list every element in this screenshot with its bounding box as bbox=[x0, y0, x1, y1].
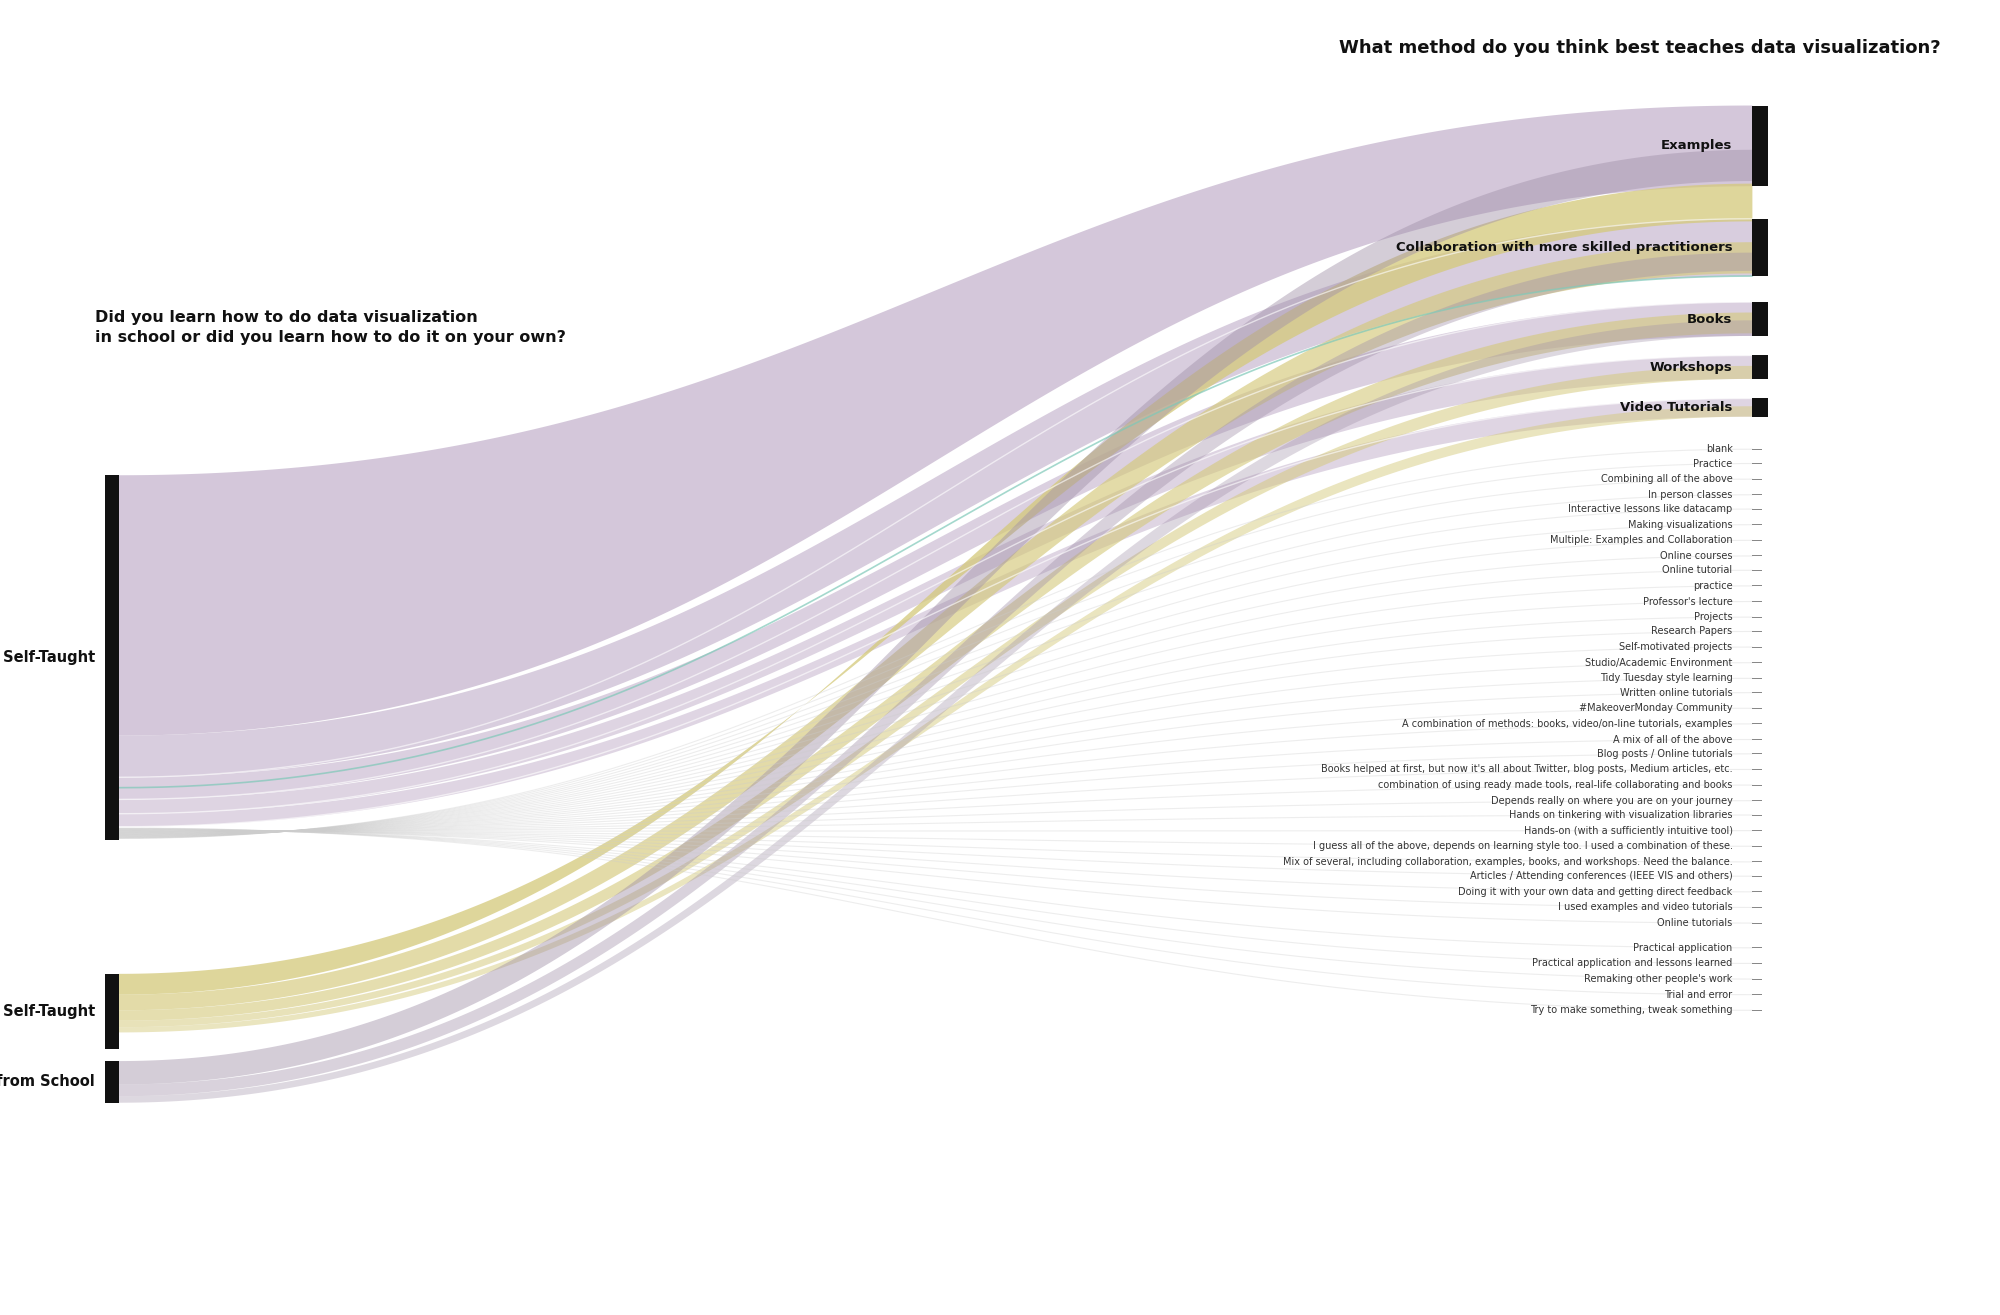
Text: Books helped at first, but now it's all about Twitter, blog posts, Medium articl: Books helped at first, but now it's all … bbox=[1320, 764, 1732, 775]
Text: Online courses: Online courses bbox=[1660, 551, 1732, 562]
Polygon shape bbox=[118, 218, 1752, 777]
Text: blank: blank bbox=[1706, 444, 1732, 454]
Text: Combining all of the above: Combining all of the above bbox=[1600, 475, 1732, 484]
Text: Online tutorials: Online tutorials bbox=[1658, 918, 1732, 928]
Text: Self-motivated projects: Self-motivated projects bbox=[1620, 642, 1732, 652]
Text: Mix of several, including collaboration, examples, books, and workshops. Need th: Mix of several, including collaboration,… bbox=[1282, 857, 1732, 867]
Text: Tidy Tuesday style learning: Tidy Tuesday style learning bbox=[1600, 673, 1732, 684]
Text: Examples: Examples bbox=[1662, 139, 1732, 153]
Bar bbox=[1752, 355, 1768, 379]
Text: Workshops: Workshops bbox=[1650, 360, 1732, 373]
Text: Studio/Academic Environment: Studio/Academic Environment bbox=[1586, 658, 1732, 668]
Text: Did you learn how to do data visualization
in school or did you learn how to do : Did you learn how to do data visualizati… bbox=[96, 310, 566, 345]
Text: Hands-on (with a sufficiently intuitive tool): Hands-on (with a sufficiently intuitive … bbox=[1524, 826, 1732, 835]
Text: Mostly Self-Taught: Mostly Self-Taught bbox=[0, 650, 96, 665]
Text: Projects: Projects bbox=[1694, 613, 1732, 622]
Text: Written online tutorials: Written online tutorials bbox=[1620, 688, 1732, 698]
Text: Multiple: Examples and Collaboration: Multiple: Examples and Collaboration bbox=[1550, 535, 1732, 546]
Text: Practical application: Practical application bbox=[1634, 943, 1732, 953]
Text: Research Papers: Research Papers bbox=[1652, 626, 1732, 636]
Polygon shape bbox=[118, 321, 1752, 1103]
Text: Practical application and lessons learned: Practical application and lessons learne… bbox=[1532, 959, 1732, 968]
Text: Depends really on where you are on your journey: Depends really on where you are on your … bbox=[1490, 796, 1732, 806]
Polygon shape bbox=[118, 105, 1752, 735]
Text: I guess all of the above, depends on learning style too. I used a combination of: I guess all of the above, depends on lea… bbox=[1312, 842, 1732, 851]
Text: In person classes: In person classes bbox=[1648, 489, 1732, 500]
Bar bbox=[106, 475, 118, 840]
Text: Collaboration with more skilled practitioners: Collaboration with more skilled practiti… bbox=[1396, 241, 1732, 254]
Text: Hands on tinkering with visualization libraries: Hands on tinkering with visualization li… bbox=[1510, 810, 1732, 821]
Polygon shape bbox=[118, 366, 1752, 1027]
Bar bbox=[1752, 302, 1768, 335]
Text: Making visualizations: Making visualizations bbox=[1628, 519, 1732, 530]
Text: What method do you think best teaches data visualization?: What method do you think best teaches da… bbox=[1338, 39, 1940, 57]
Polygon shape bbox=[118, 398, 1752, 827]
Text: Video Tutorials: Video Tutorials bbox=[1620, 401, 1732, 414]
Bar bbox=[106, 974, 118, 1049]
Text: Practice: Practice bbox=[1694, 459, 1732, 468]
Text: A combination of methods: books, video/on-line tutorials, examples: A combination of methods: books, video/o… bbox=[1402, 719, 1732, 729]
Text: I used examples and video tutorials: I used examples and video tutorials bbox=[1558, 902, 1732, 913]
Text: Equal Parts School and Self-Taught: Equal Parts School and Self-Taught bbox=[0, 1005, 96, 1019]
Text: Blog posts / Online tutorials: Blog posts / Online tutorials bbox=[1596, 748, 1732, 759]
Text: Interactive lessons like datacamp: Interactive lessons like datacamp bbox=[1568, 504, 1732, 514]
Text: Online tutorial: Online tutorial bbox=[1662, 565, 1732, 575]
Bar bbox=[106, 1061, 118, 1103]
Text: practice: practice bbox=[1692, 581, 1732, 590]
Polygon shape bbox=[118, 302, 1752, 800]
Polygon shape bbox=[118, 355, 1752, 814]
Text: Articles / Attending conferences (IEEE VIS and others): Articles / Attending conferences (IEEE V… bbox=[1470, 872, 1732, 881]
Polygon shape bbox=[118, 313, 1752, 1020]
Text: Professor's lecture: Professor's lecture bbox=[1642, 597, 1732, 606]
Polygon shape bbox=[118, 242, 1752, 1010]
Text: Books: Books bbox=[1688, 313, 1732, 326]
Polygon shape bbox=[118, 184, 1752, 994]
Text: combination of using ready made tools, real-life collaborating and books: combination of using ready made tools, r… bbox=[1378, 780, 1732, 790]
Text: Remaking other people's work: Remaking other people's work bbox=[1584, 974, 1732, 984]
Text: Try to make something, tweak something: Try to make something, tweak something bbox=[1530, 1005, 1732, 1015]
Text: #MakeoverMonday Community: #MakeoverMonday Community bbox=[1578, 704, 1732, 713]
Bar bbox=[1752, 105, 1768, 187]
Text: Trial and error: Trial and error bbox=[1664, 990, 1732, 999]
Polygon shape bbox=[118, 150, 1752, 1085]
Bar bbox=[1752, 398, 1768, 417]
Text: Mostly from School: Mostly from School bbox=[0, 1074, 96, 1089]
Bar bbox=[1752, 218, 1768, 276]
Text: A mix of all of the above: A mix of all of the above bbox=[1614, 735, 1732, 744]
Polygon shape bbox=[118, 252, 1752, 1097]
Text: Doing it with your own data and getting direct feedback: Doing it with your own data and getting … bbox=[1458, 886, 1732, 897]
Polygon shape bbox=[118, 406, 1752, 1032]
